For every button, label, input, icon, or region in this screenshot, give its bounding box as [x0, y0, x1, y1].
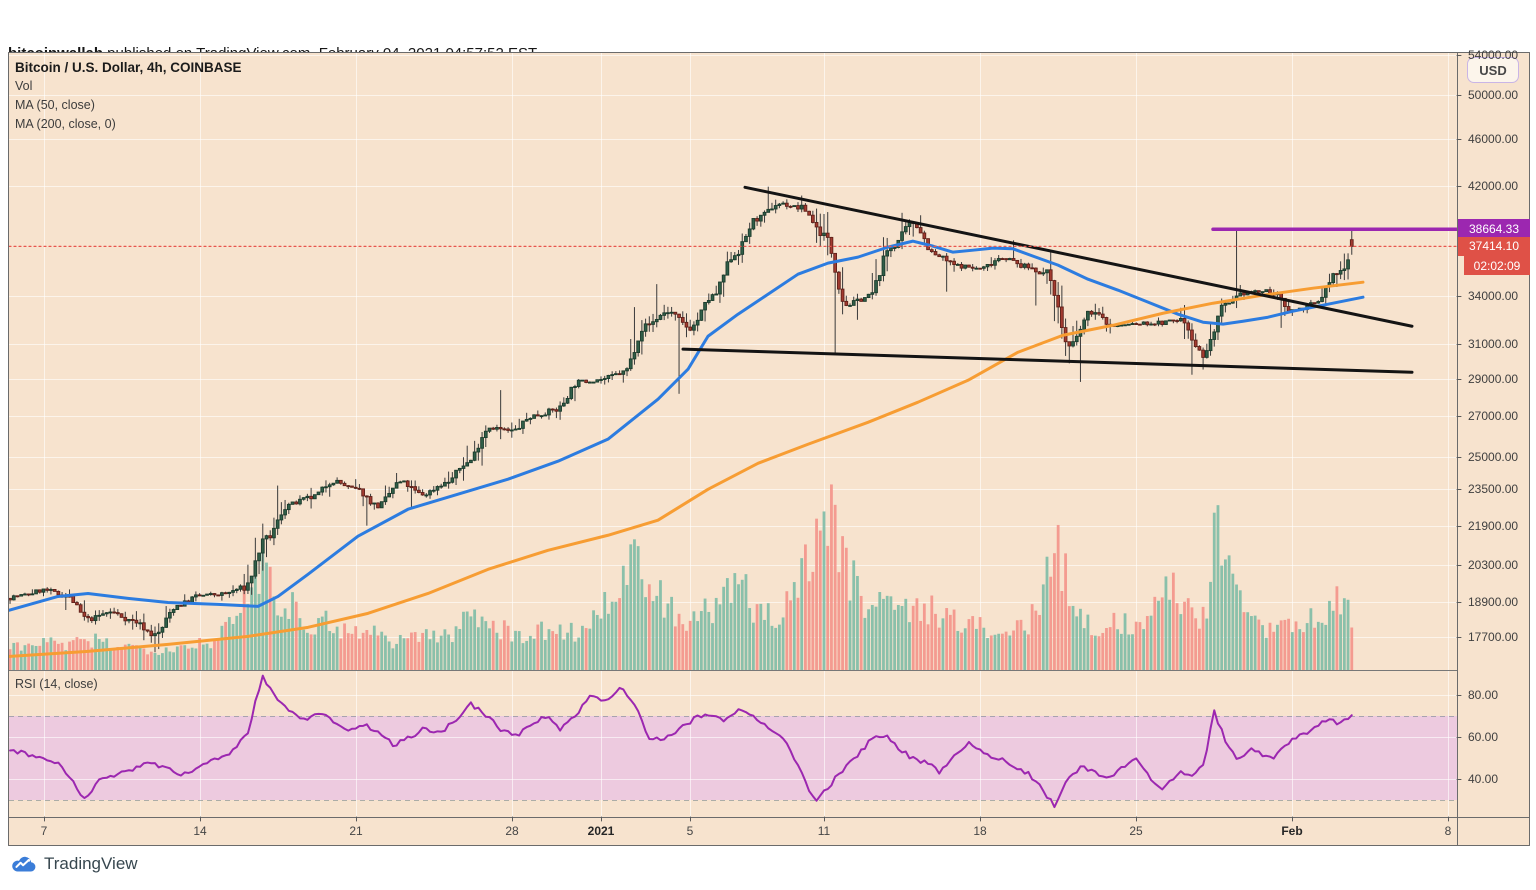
bar-countdown-badge: 02:02:09 — [1464, 256, 1530, 276]
time-tick-label: 28 — [505, 824, 519, 838]
price-tick-label: 31000.00 — [1468, 337, 1519, 352]
rsi-tick-label: 40.00 — [1468, 772, 1499, 786]
time-tick-label: 7 — [40, 824, 48, 838]
price-tick-label: 42000.00 — [1468, 179, 1519, 194]
legend-volume-study[interactable]: Vol — [15, 79, 33, 93]
time-tick-label: 2021 — [587, 824, 615, 838]
time-tick-label: 21 — [349, 824, 363, 838]
rsi-study-label[interactable]: RSI (14, close) — [15, 677, 98, 691]
price-tick-label: 18900.00 — [1468, 595, 1519, 610]
currency-toggle-button[interactable]: USD — [1467, 57, 1519, 83]
rsi-tick-label: 80.00 — [1468, 688, 1499, 702]
chart-legend: Bitcoin / U.S. Dollar, 4h, COINBASE Vol … — [15, 58, 242, 134]
time-tick-label: 11 — [817, 824, 831, 838]
time-tick-label: 5 — [686, 824, 694, 838]
price-chart-canvas[interactable] — [8, 52, 1530, 846]
price-tick-label: 34000.00 — [1468, 289, 1519, 304]
chart-widget: Bitcoin / U.S. Dollar, 4h, COINBASE Vol … — [8, 48, 1530, 846]
time-tick-label: Feb — [1281, 824, 1303, 838]
price-tick-label: 29000.00 — [1468, 372, 1519, 387]
ray-price-badge: 38664.33 — [1458, 219, 1530, 239]
price-tick-label: 46000.00 — [1468, 131, 1519, 146]
legend-symbol-title[interactable]: Bitcoin / U.S. Dollar, 4h, COINBASE — [15, 60, 242, 75]
last-price-badge: 37414.10 — [1458, 236, 1530, 256]
time-tick-label: 18 — [973, 824, 987, 838]
price-tick-label: 23500.00 — [1468, 481, 1519, 496]
tradingview-brand-text: TradingView — [44, 854, 138, 873]
time-tick-label: 14 — [193, 824, 207, 838]
tradingview-attribution[interactable]: TradingView — [10, 854, 138, 874]
legend-ma50-study[interactable]: MA (50, close) — [15, 98, 95, 112]
price-tick-label: 54000.00 — [1468, 48, 1519, 62]
time-tick-label: 25 — [1129, 824, 1143, 838]
time-tick-label: 8 — [1444, 824, 1452, 838]
price-tick-label: 25000.00 — [1468, 449, 1519, 464]
price-tick-label: 21900.00 — [1468, 518, 1519, 533]
price-tick-label: 27000.00 — [1468, 409, 1519, 424]
price-tick-label: 20300.00 — [1468, 558, 1519, 573]
rsi-tick-label: 60.00 — [1468, 730, 1499, 744]
price-tick-label: 50000.00 — [1468, 88, 1519, 103]
price-tick-label: 17700.00 — [1468, 629, 1519, 644]
legend-ma200-study[interactable]: MA (200, close, 0) — [15, 117, 116, 131]
tradingview-cloud-logo-icon — [12, 856, 36, 872]
